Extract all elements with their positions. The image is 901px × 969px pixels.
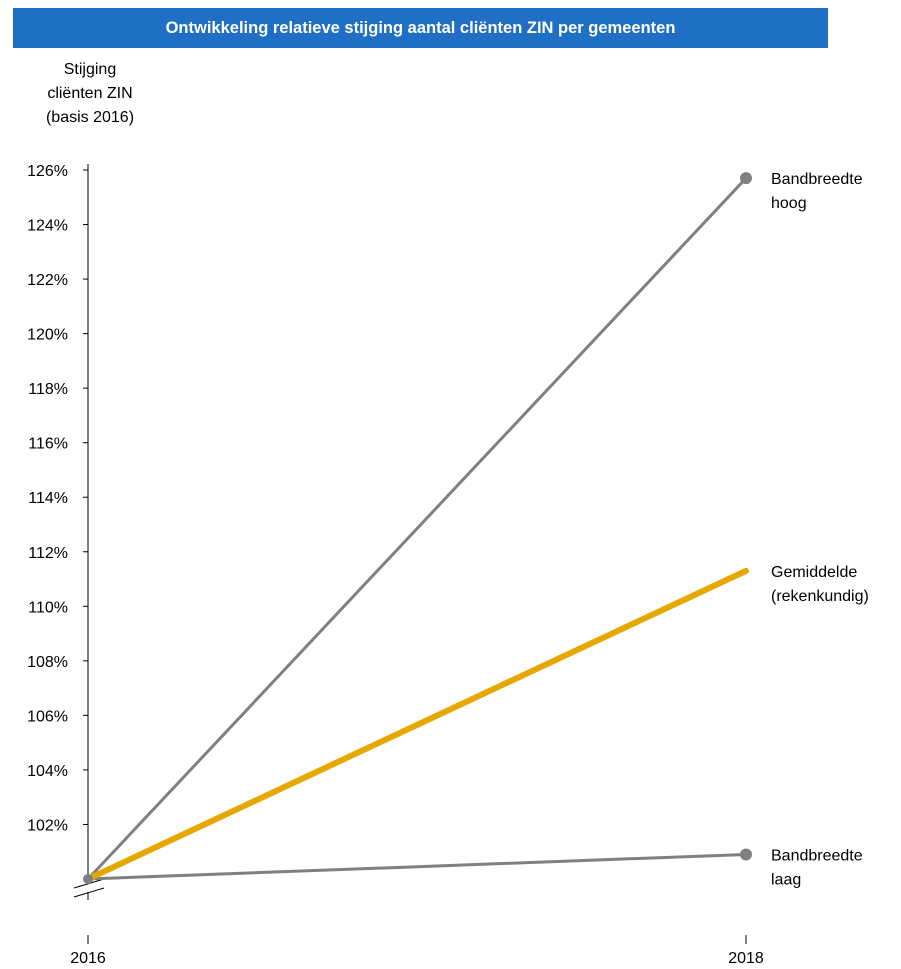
- y-tick-label: 118%: [28, 381, 68, 398]
- y-tick-label: 106%: [27, 708, 68, 725]
- series-label-line: Bandbreedte: [771, 847, 863, 864]
- axis-break-mark: [73, 887, 105, 898]
- series-line: [86, 176, 748, 881]
- y-tick-label: 116%: [28, 436, 68, 453]
- origin-point: [83, 874, 93, 884]
- y-axis-label-line-3: (basis 2016): [45, 109, 135, 126]
- series-label-line: (rekenkundig): [771, 588, 869, 605]
- y-tick-label: 104%: [27, 763, 68, 780]
- axis-break-gap: [85, 884, 91, 892]
- series-label: Bandbreedte laag: [771, 847, 863, 888]
- y-tick-label: 120%: [27, 327, 68, 344]
- series-label-line: laag: [771, 871, 801, 888]
- y-axis: 102% 104% 106% 108% 110% 112% 114% 116% 118% 120%…: [27, 163, 105, 900]
- x-axis: 2016 2018: [70, 935, 764, 967]
- y-tick-label: 112%: [28, 545, 68, 562]
- series-label: Gemiddelde (rekenkundig): [771, 564, 869, 605]
- y-tick-label: 102%: [27, 817, 68, 834]
- series-end-point: [740, 848, 752, 861]
- y-axis-label: Stijging cliënten ZIN (basis 2016): [20, 58, 160, 130]
- series-label-line: hoog: [771, 195, 807, 212]
- chart-title: Ontwikkeling relatieve stijging aantal c…: [165, 18, 676, 37]
- y-tick-label: 124%: [27, 218, 68, 235]
- series-end-point: [740, 172, 752, 185]
- series-line: [86, 852, 748, 881]
- series-line: [85, 567, 749, 882]
- series-label-line: Bandbreedte: [771, 171, 863, 188]
- y-tick-label: 114%: [28, 490, 68, 507]
- y-tick-label: 108%: [27, 654, 68, 671]
- y-axis-label-line-2: cliënten ZIN: [47, 85, 133, 102]
- y-tick-label: 122%: [27, 272, 68, 289]
- series-label: Bandbreedte hoog: [771, 171, 863, 212]
- series-label-line: Gemiddelde: [771, 564, 857, 581]
- y-tick-label: 126%: [27, 163, 68, 180]
- x-tick-label: 2016: [70, 950, 106, 967]
- x-tick-label: 2018: [728, 950, 764, 967]
- series-layer: [83, 172, 752, 884]
- y-axis-label-line-1: Stijging: [63, 61, 117, 78]
- chart-title-bar: Ontwikkeling relatieve stijging aantal c…: [13, 8, 828, 48]
- y-tick-label: 110%: [28, 599, 68, 616]
- series-labels: Bandbreedte hoog Bandbreedte laag Gemiddelde…: [771, 171, 869, 888]
